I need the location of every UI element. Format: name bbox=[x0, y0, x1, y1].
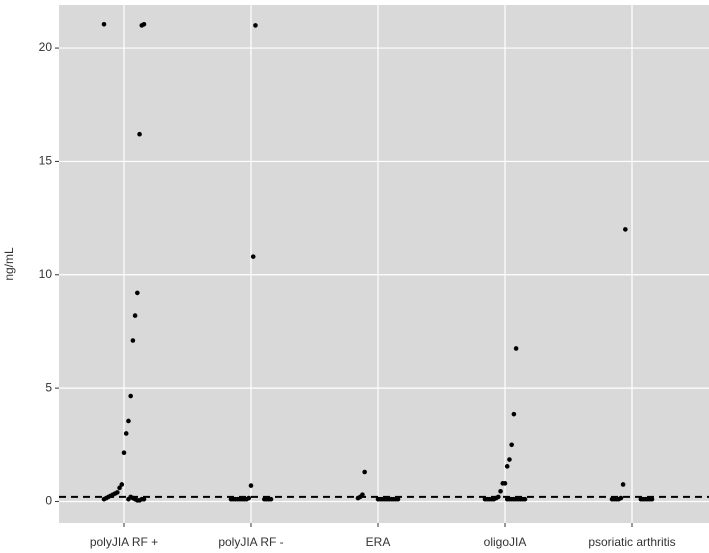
point bbox=[253, 23, 258, 28]
y-tick-label: 10 bbox=[39, 267, 53, 281]
point bbox=[504, 464, 510, 469]
point bbox=[130, 338, 136, 343]
point bbox=[121, 450, 127, 456]
point bbox=[126, 496, 131, 502]
point bbox=[513, 346, 519, 351]
point bbox=[250, 254, 256, 259]
x-tick-label: psoriatic arthritis bbox=[588, 535, 675, 549]
point bbox=[126, 418, 131, 424]
x-tick-label: ERA bbox=[366, 535, 391, 549]
y-tick-label: 5 bbox=[45, 380, 52, 394]
point bbox=[504, 496, 510, 502]
y-tick-label: 0 bbox=[45, 494, 52, 508]
y-tick-label: 20 bbox=[39, 40, 53, 54]
point bbox=[119, 482, 125, 487]
point bbox=[511, 411, 517, 417]
point bbox=[498, 488, 503, 494]
point bbox=[248, 483, 254, 488]
y-tick-label: 15 bbox=[39, 154, 53, 168]
point bbox=[638, 496, 644, 502]
point bbox=[132, 313, 138, 318]
point bbox=[101, 21, 107, 27]
point bbox=[228, 496, 234, 502]
point bbox=[101, 496, 107, 502]
point bbox=[362, 469, 367, 475]
point bbox=[117, 485, 122, 491]
y-axis-label: ng/mL bbox=[2, 247, 16, 281]
point bbox=[123, 431, 129, 436]
point bbox=[507, 457, 512, 462]
point bbox=[620, 482, 626, 487]
x-tick-label: polyJIA RF + bbox=[90, 535, 158, 549]
point bbox=[137, 131, 142, 137]
point bbox=[135, 290, 140, 296]
point bbox=[609, 496, 615, 502]
point bbox=[509, 442, 514, 448]
point bbox=[375, 496, 381, 502]
x-tick-label: polyJIA RF - bbox=[218, 535, 283, 549]
panel bbox=[59, 5, 709, 523]
point bbox=[262, 496, 267, 502]
point bbox=[482, 496, 488, 502]
point bbox=[139, 23, 145, 28]
point bbox=[500, 481, 506, 486]
x-tick-label: oligoJIA bbox=[484, 535, 527, 549]
point bbox=[128, 393, 133, 399]
point bbox=[623, 227, 628, 232]
